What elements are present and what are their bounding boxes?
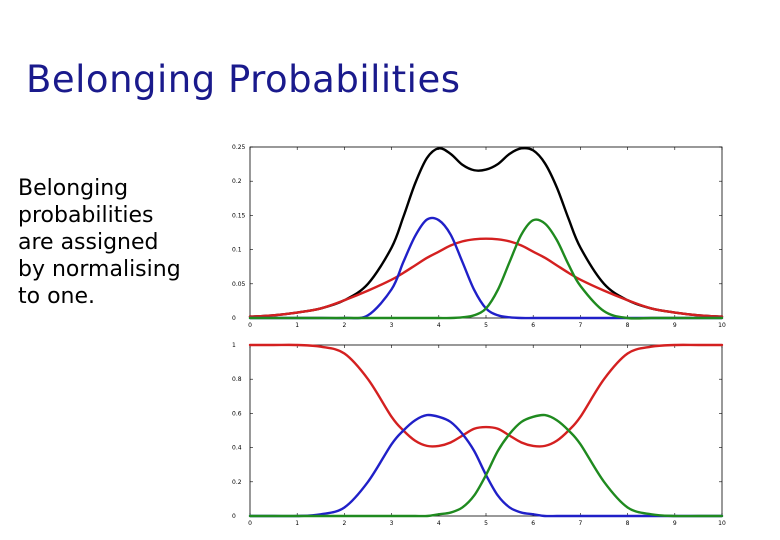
body-line: are assigned <box>18 230 159 255</box>
plot-frame-1 <box>249 344 723 517</box>
x-tick-label: 8 <box>626 520 630 527</box>
x-tick-label: 9 <box>673 322 677 329</box>
x-tick-label: 5 <box>484 322 488 329</box>
x-tick-label: 3 <box>390 322 394 329</box>
y-tick-label: 0.6 <box>232 410 242 417</box>
x-tick-label: 10 <box>718 322 726 329</box>
y-tick-label: 0.15 <box>232 212 246 219</box>
body-line: by normalising <box>18 257 181 282</box>
body-line: to one. <box>18 284 96 309</box>
x-tick-label: 10 <box>718 520 726 527</box>
x-tick-label: 7 <box>578 520 582 527</box>
series-line-green <box>248 413 724 518</box>
x-tick-label: 0 <box>248 322 252 329</box>
x-tick-label: 1 <box>295 520 299 527</box>
series-line-blue <box>248 216 724 320</box>
body-line: probabilities <box>18 203 154 228</box>
x-tick-label: 0 <box>248 520 252 527</box>
y-tick-label: 0 <box>232 315 236 322</box>
series-line-black <box>248 146 724 318</box>
x-tick-label: 2 <box>342 322 346 329</box>
x-tick-label: 4 <box>437 322 441 329</box>
series-line-green <box>248 218 724 320</box>
x-tick-label: 3 <box>390 520 394 527</box>
x-tick-label: 8 <box>626 322 630 329</box>
x-tick-label: 4 <box>437 520 441 527</box>
slide-title: Belonging Probabilities <box>26 58 461 101</box>
series-line-red <box>248 343 724 448</box>
x-tick-label: 7 <box>578 322 582 329</box>
y-tick-label: 0.2 <box>232 479 242 486</box>
y-tick-label: 0.2 <box>232 178 242 185</box>
plot-frame-0 <box>249 146 723 319</box>
x-tick-label: 1 <box>295 322 299 329</box>
y-tick-label: 0.1 <box>232 247 242 254</box>
y-tick-label: 0.8 <box>232 376 242 383</box>
y-tick-label: 0.25 <box>232 144 246 151</box>
x-tick-label: 2 <box>342 520 346 527</box>
series-line-blue <box>248 413 724 518</box>
slide-body-text: Belonging probabilities are assigned by … <box>18 175 218 310</box>
y-tick-label: 0 <box>232 513 236 520</box>
y-tick-label: 1 <box>232 342 236 349</box>
x-tick-label: 5 <box>484 520 488 527</box>
x-tick-label: 6 <box>531 322 535 329</box>
y-tick-label: 0.4 <box>232 445 242 452</box>
y-tick-label: 0.05 <box>232 281 246 288</box>
body-line: Belonging <box>18 176 129 201</box>
series-line-red <box>248 237 724 318</box>
x-tick-label: 6 <box>531 520 535 527</box>
x-tick-label: 9 <box>673 520 677 527</box>
